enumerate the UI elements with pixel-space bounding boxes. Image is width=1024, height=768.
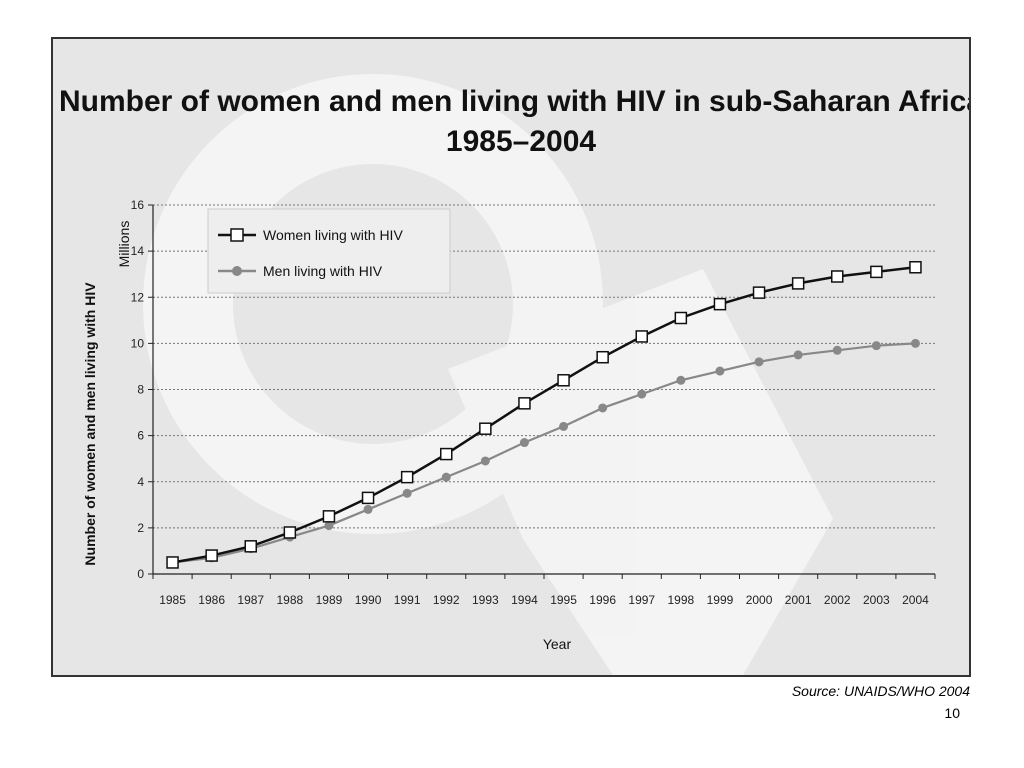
x-tick-label: 1991: [394, 593, 421, 607]
x-tick-label: 1996: [589, 593, 616, 607]
y-axis-label: Number of women and men living with HIV: [82, 282, 98, 566]
women-data-point: [400, 470, 414, 484]
men-data-point: [715, 366, 725, 376]
y-tick-label: 12: [131, 290, 145, 304]
men-data-point: [832, 345, 842, 355]
men-data-point: [676, 375, 686, 385]
x-tick-label: 1985: [159, 593, 186, 607]
y-tick-label: 16: [131, 198, 145, 212]
legend-men-label: Men living with HIV: [263, 263, 383, 279]
x-tick-label: 1995: [550, 593, 577, 607]
women-data-point: [479, 422, 492, 435]
series-layer: [166, 261, 922, 569]
men-data-point: [910, 338, 920, 348]
legend-women-label: Women living with HIV: [263, 227, 403, 243]
x-tick-label: 1992: [433, 593, 460, 607]
men-data-point: [871, 341, 881, 351]
men-data-point: [754, 357, 764, 367]
chart-canvas: 0 2 4 6 8 10 12 14 16 1985 1986 1987 1988 1989 1990 199…: [59, 74, 969, 675]
watermark-logo: [143, 74, 833, 675]
women-data-point: [791, 277, 805, 290]
women-data-point: [440, 447, 453, 461]
legend-box: [207, 208, 451, 294]
y-tick-label: 14: [131, 244, 145, 258]
x-tick-label: 1989: [316, 593, 343, 607]
legend: Women living with HIV Men living with HI…: [207, 208, 451, 294]
x-tick-label: 1994: [511, 593, 538, 607]
series-line-women: [172, 266, 916, 564]
women-data-point: [596, 350, 609, 364]
women-data-point: [909, 261, 922, 274]
chart-subtitle: 1985–2004: [446, 125, 596, 158]
series-line-men: [172, 342, 916, 564]
chart-title: Number of women and men living with HIV …: [59, 85, 969, 118]
y-tick-label: 4: [137, 475, 144, 489]
x-tick-label: 2004: [902, 593, 929, 607]
source-note: Source: UNAIDS/WHO 2004: [791, 683, 970, 699]
x-tick-label: 2001: [785, 593, 812, 607]
y-tick-label: 10: [131, 336, 145, 350]
x-tick-label: 2000: [746, 593, 773, 607]
men-data-point: [480, 456, 490, 466]
men-data-point: [598, 403, 608, 413]
women-data-point: [674, 311, 688, 325]
axes-layer: 0 2 4 6 8 10 12 14 16 1985 1986 1987 1988 1989 1990 199…: [131, 198, 936, 607]
women-data-point: [870, 265, 883, 279]
chart-frame: 0 2 4 6 8 10 12 14 16 1985 1986 1987 1988 1989 1990 199…: [51, 37, 971, 677]
women-data-point: [361, 491, 375, 505]
women-data-point: [635, 330, 648, 343]
x-tick-label: 1998: [667, 593, 694, 607]
women-data-point: [752, 286, 766, 299]
y-tick-label: 2: [137, 521, 144, 535]
x-tick-label: 1990: [355, 593, 382, 607]
women-data-point: [557, 374, 570, 387]
x-tick-label: 1993: [472, 593, 499, 607]
x-tick-label: 1987: [237, 593, 264, 607]
y-tick-label: 8: [137, 383, 144, 397]
men-data-point: [402, 488, 412, 498]
x-tick-label: 1988: [276, 593, 303, 607]
men-data-point: [559, 421, 569, 431]
x-axis-label: Year: [543, 636, 572, 652]
x-tick-label: 1997: [628, 593, 655, 607]
women-data-point: [244, 540, 257, 553]
y-axis-unit: Millions: [116, 221, 132, 268]
women-data-point: [322, 510, 336, 523]
men-data-point: [441, 472, 451, 482]
x-tick-label: 1999: [707, 593, 734, 607]
women-data-point: [166, 556, 179, 569]
x-tick-label: 2003: [863, 593, 890, 607]
men-data-point: [363, 504, 373, 514]
legend-women-marker: [230, 228, 244, 242]
men-data-point: [324, 521, 334, 531]
women-data-point: [205, 549, 218, 562]
y-tick-label: 0: [137, 567, 144, 581]
men-data-point: [793, 350, 803, 360]
x-tick-label: 2002: [824, 593, 851, 607]
legend-men-marker: [232, 266, 242, 276]
women-data-point: [283, 526, 297, 539]
women-data-point: [831, 270, 844, 283]
page-number: 10: [944, 705, 960, 721]
women-data-point: [713, 297, 727, 311]
x-tick-label: 1986: [198, 593, 225, 607]
y-tick-label: 6: [137, 429, 144, 443]
women-data-point: [518, 397, 531, 410]
men-data-point: [519, 438, 529, 448]
men-data-point: [637, 389, 647, 399]
